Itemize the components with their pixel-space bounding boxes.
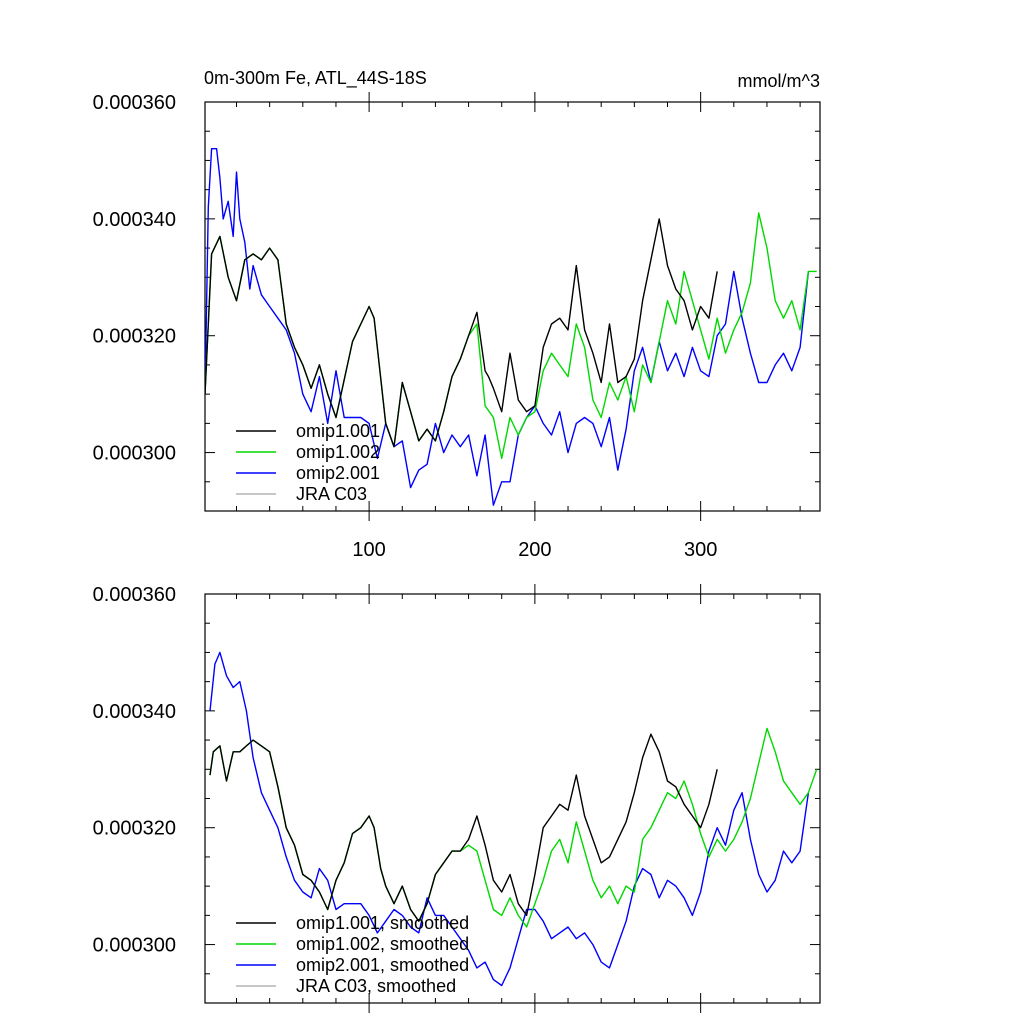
series-line-omip2-001 (205, 147, 810, 506)
series-line-omip1-001-smoothed (209, 733, 718, 922)
y-tick-label: 0.000360 (93, 584, 176, 606)
y-tick-label: 0.000320 (93, 818, 176, 840)
y-tick-label: 0.000360 (93, 92, 176, 114)
series-line-omip1-001 (205, 218, 718, 448)
series-line-omip2-001-smoothed (209, 651, 810, 987)
legend-label: omip1.002 (296, 442, 380, 462)
panel-raw: 0.000300 0.000320 0.000340 0.000360 100 200 30… (93, 92, 821, 561)
y-tick-label: 0.000340 (93, 209, 176, 231)
legend-label: omip1.001, smoothed (296, 913, 469, 933)
legend-label: omip2.001 (296, 463, 380, 483)
legend-label: JRA C03 (296, 484, 367, 504)
figure-units: mmol/m^3 (738, 71, 820, 91)
legend-label: omip2.001, smoothed (296, 955, 469, 975)
legend-label: omip1.002, smoothed (296, 934, 469, 954)
y-tick-label: 0.000320 (93, 326, 176, 348)
figure-title: 0m-300m Fe, ATL_44S-18S (204, 68, 427, 89)
y-tick-label: 0.000300 (93, 935, 176, 957)
x-tick-label: 300 (684, 539, 717, 561)
series-line-omip1-002-smoothed (209, 727, 818, 928)
legend-label: JRA C03, smoothed (296, 976, 456, 996)
x-tick-label: 100 (352, 539, 385, 561)
legend-label: omip1.001 (296, 421, 380, 441)
y-tick-label: 0.000300 (93, 443, 176, 465)
panel-smoothed: 0.000300 0.000320 0.000340 0.000360 omip1.00… (93, 584, 821, 1013)
x-tick-label: 200 (518, 539, 551, 561)
y-tick-label: 0.000340 (93, 701, 176, 723)
